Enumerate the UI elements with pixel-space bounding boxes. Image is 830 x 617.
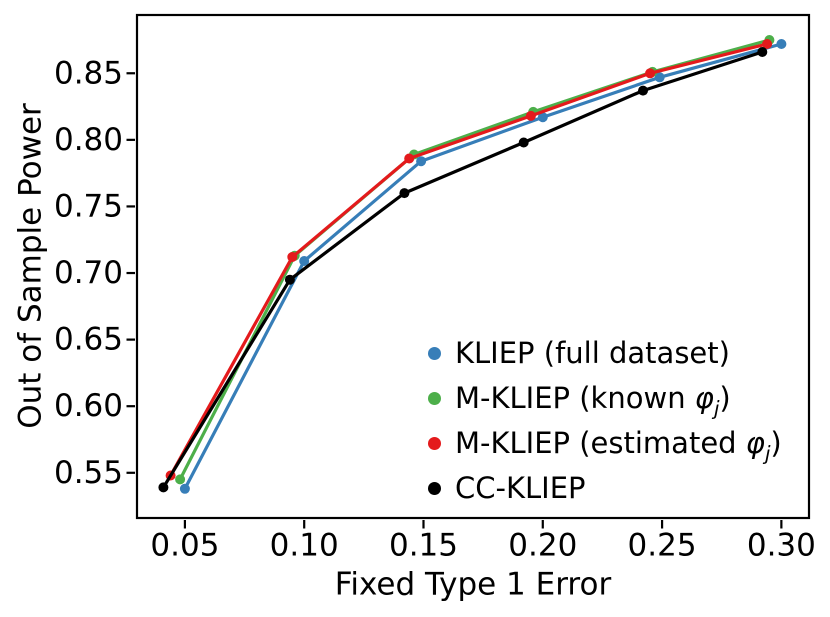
x-tick-label: 0.05 (150, 527, 219, 563)
y-tick-label: 0.65 (54, 322, 123, 358)
y-tick-label: 0.55 (54, 455, 123, 491)
plot-spines (135, 13, 811, 520)
data-point-kliep-full (299, 256, 310, 266)
data-point-mkliep-estimated (762, 39, 773, 49)
legend-marker-icon (428, 482, 441, 495)
y-tick-label: 0.75 (54, 188, 123, 224)
y-tick-label: 0.80 (54, 122, 123, 158)
data-point-kliep-full (179, 483, 190, 494)
y-axis-label: Out of Sample Power (12, 103, 49, 429)
legend-item-kliep-full: KLIEP (full dataset) (428, 331, 782, 376)
data-point-cc-kliep (638, 85, 648, 96)
legend: KLIEP (full dataset) M-KLIEP (known φj) M-… (428, 331, 782, 511)
series-line-kliep-full (183, 42, 783, 491)
x-axis-label: Fixed Type 1 Error (334, 566, 612, 603)
data-point-kliep-full (537, 112, 548, 123)
data-point-mkliep-estimated (404, 153, 415, 164)
series-line-cc-kliep (161, 50, 764, 489)
data-point-cc-kliep (757, 47, 768, 57)
legend-item-mkliep-estimated: M-KLIEP (estimated φj) (428, 421, 782, 466)
data-point-mkliep-estimated (645, 68, 656, 79)
series-line-mkliep-estimated (169, 42, 769, 478)
x-tick-label: 0.10 (270, 527, 339, 563)
data-point-cc-kliep (158, 482, 169, 493)
data-point-kliep-full (416, 156, 427, 167)
legend-label: CC-KLIEP (455, 471, 586, 505)
data-point-cc-kliep (399, 188, 410, 199)
data-point-kliep-full (654, 72, 665, 83)
x-tick-label: 0.30 (747, 527, 816, 563)
data-point-cc-kliep (518, 137, 529, 148)
legend-item-cc-kliep: CC-KLIEP (428, 466, 782, 511)
legend-item-mkliep-known: M-KLIEP (known φj) (428, 376, 782, 421)
y-tick-label: 0.85 (54, 55, 123, 91)
y-tick-label: 0.70 (54, 255, 123, 291)
data-point-kliep-full (776, 39, 787, 49)
x-tick-label: 0.20 (508, 527, 577, 563)
data-point-mkliep-estimated (287, 252, 298, 262)
data-point-cc-kliep (284, 274, 295, 285)
legend-marker-icon (428, 347, 441, 360)
data-point-mkliep-estimated (525, 110, 536, 121)
legend-label: M-KLIEP (known φj) (455, 381, 731, 420)
x-tick-label: 0.25 (628, 527, 697, 563)
legend-marker-icon (428, 437, 441, 450)
y-tick-label: 0.60 (54, 388, 123, 424)
legend-label: M-KLIEP (estimated φj) (455, 426, 782, 465)
data-point-mkliep-known (175, 474, 186, 485)
x-tick-label: 0.15 (389, 527, 458, 563)
legend-marker-icon (428, 392, 441, 405)
legend-label: KLIEP (full dataset) (455, 336, 730, 370)
